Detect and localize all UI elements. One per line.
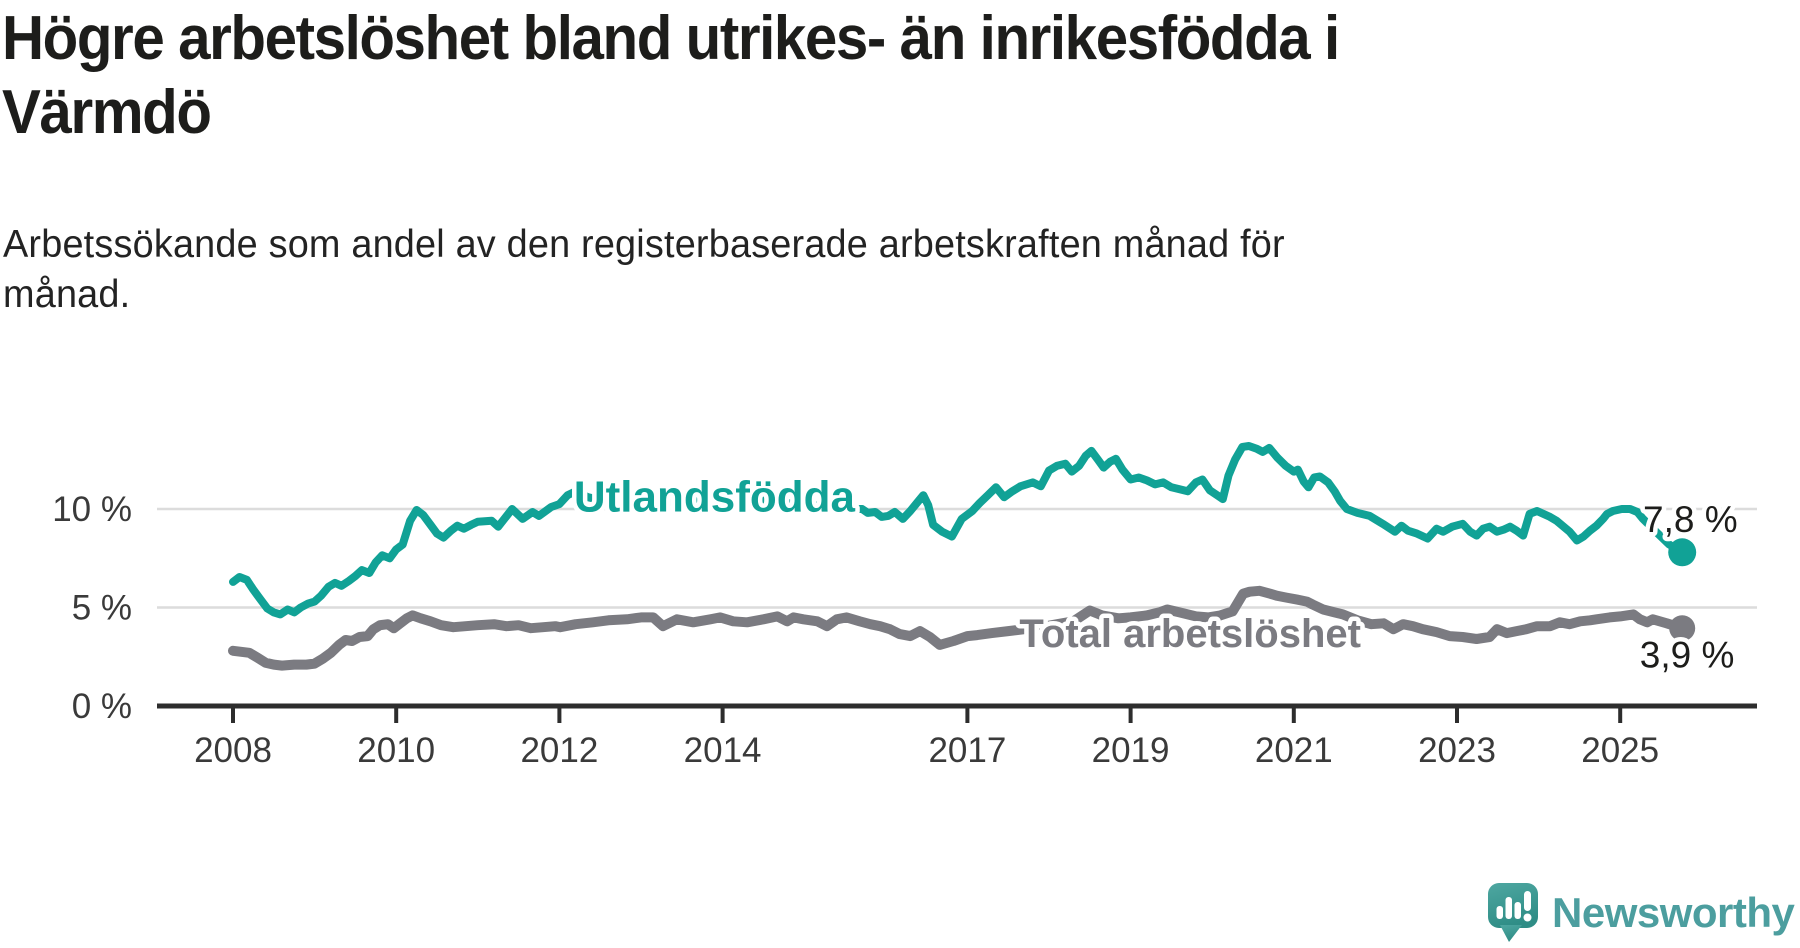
- x-tick-label: 2014: [684, 731, 762, 770]
- page-title: Högre arbetslöshet bland utrikes- än inr…: [2, 2, 1340, 150]
- x-tick-label: 2017: [928, 731, 1006, 770]
- x-tick-label: 2025: [1581, 731, 1659, 770]
- total-arbetsloshet-series-label: Total arbetslöshet: [1019, 612, 1361, 656]
- x-tick-label: 2021: [1255, 731, 1333, 770]
- title-line-2: Värmdö: [2, 78, 212, 147]
- utlandsfodda-end-dot: [1668, 538, 1697, 567]
- newsworthy-logo: Newsworthy: [1487, 882, 1795, 944]
- newsworthy-logo-text: Newsworthy: [1552, 889, 1795, 936]
- x-tick-label: 2023: [1418, 731, 1496, 770]
- utlandsfodda-end-value-label: 7,8 %: [1643, 499, 1738, 540]
- x-tick-label: 2010: [357, 731, 435, 770]
- x-tick-label: 2019: [1092, 731, 1170, 770]
- chart-subtitle: Arbetssökande som andel av den registerb…: [3, 220, 1285, 320]
- newsworthy-logo-icon: [1488, 883, 1538, 942]
- y-tick-label: 0 %: [72, 687, 132, 726]
- utlandsfodda-series-label: Utlandsfödda: [574, 473, 856, 522]
- total-arbetsloshet-end-dot: [1669, 615, 1696, 642]
- x-tick-label: 2012: [520, 731, 598, 770]
- subtitle-line-1: Arbetssökande som andel av den registerb…: [3, 223, 1285, 266]
- y-tick-label: 10 %: [52, 490, 132, 529]
- total-end-value-label: 3,9 %: [1640, 635, 1735, 676]
- title-line-1: Högre arbetslöshet bland utrikes- än inr…: [2, 4, 1340, 73]
- y-tick-label: 5 %: [72, 589, 132, 628]
- subtitle-line-2: månad.: [3, 273, 131, 316]
- total-arbetsloshet-line: [228, 585, 1688, 671]
- x-tick-label: 2008: [194, 731, 272, 770]
- utlandsfodda-line: [229, 442, 1687, 619]
